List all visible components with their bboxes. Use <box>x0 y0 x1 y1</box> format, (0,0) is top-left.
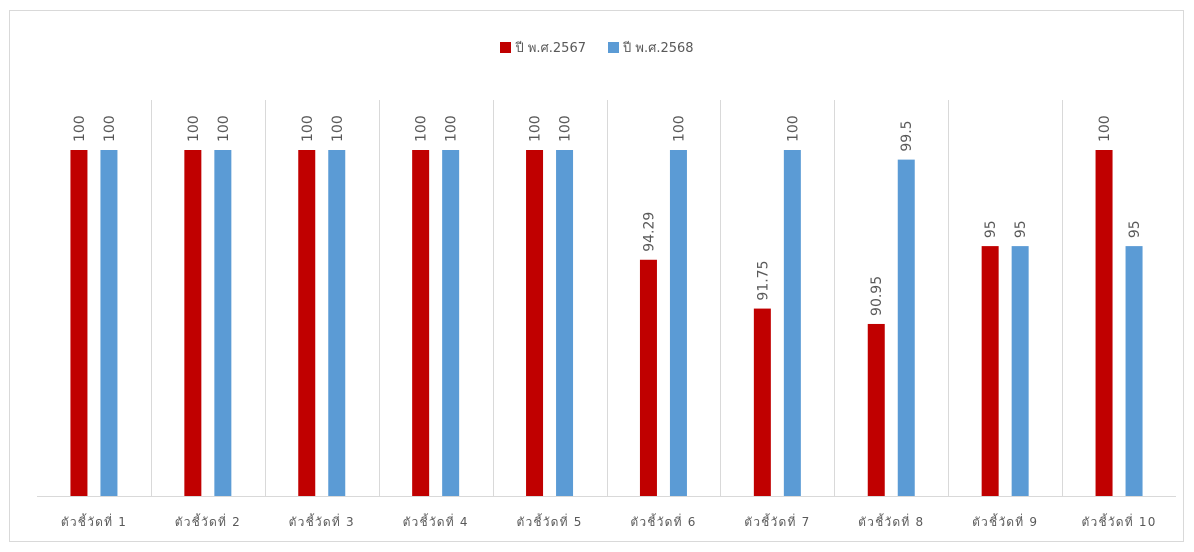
data-label: 100 <box>444 115 460 142</box>
bar-2568 <box>442 150 460 496</box>
bar-2568 <box>669 150 687 496</box>
legend-swatch-2568 <box>608 42 619 53</box>
bar-2567 <box>412 150 430 496</box>
data-label: 100 <box>300 115 316 142</box>
data-label: 100 <box>785 115 801 142</box>
bar-2567 <box>298 150 316 496</box>
data-label: 100 <box>186 115 202 142</box>
category-label: ตัวชี้วัดที่ 6 <box>630 513 696 529</box>
bar-2567 <box>184 150 202 496</box>
bar-2568 <box>1011 246 1029 496</box>
data-label: 95 <box>1127 220 1143 238</box>
bar-2567 <box>753 308 771 496</box>
legend: ปี พ.ศ.2567 ปี พ.ศ.2568 <box>0 37 1194 58</box>
category-label: ตัวชี้วัดที่ 9 <box>972 513 1038 529</box>
legend-item-2567: ปี พ.ศ.2567 <box>500 37 586 58</box>
data-label: 100 <box>671 115 687 142</box>
data-label: 100 <box>72 115 88 142</box>
data-label: 100 <box>102 115 118 142</box>
data-label: 99.5 <box>899 120 915 151</box>
data-label: 91.75 <box>755 260 771 300</box>
bar-2567 <box>981 246 999 496</box>
bar-2568 <box>214 150 232 496</box>
legend-label-2568: ปี พ.ศ.2568 <box>623 41 694 56</box>
data-label: 100 <box>330 115 346 142</box>
data-label: 100 <box>216 115 232 142</box>
bar-2567 <box>70 150 88 496</box>
data-label: 100 <box>558 115 574 142</box>
data-label: 100 <box>414 115 430 142</box>
data-label: 95 <box>1013 220 1029 238</box>
bar-2568 <box>100 150 118 496</box>
bar-2567 <box>526 150 544 496</box>
category-label: ตัวชี้วัดที่ 10 <box>1082 513 1157 529</box>
category-label: ตัวชี้วัดที่ 3 <box>289 513 355 529</box>
category-label: ตัวชี้วัดที่ 5 <box>516 513 582 529</box>
category-label: ตัวชี้วัดที่ 2 <box>175 513 241 529</box>
category-label: ตัวชี้วัดที่ 4 <box>403 513 469 529</box>
bar-2567 <box>639 259 657 496</box>
data-label: 94.29 <box>641 212 657 252</box>
bar-2568 <box>328 150 346 496</box>
data-label: 90.95 <box>869 276 885 316</box>
legend-swatch-2567 <box>500 42 512 53</box>
bar-2568 <box>897 159 915 496</box>
category-label: ตัวชี้วัดที่ 7 <box>744 513 810 529</box>
bar-2567 <box>867 323 885 496</box>
bar-2568 <box>556 150 574 496</box>
category-label: ตัวชี้วัดที่ 8 <box>858 513 924 529</box>
bar-2568 <box>1125 246 1143 496</box>
legend-label-2567: ปี พ.ศ.2567 <box>515 41 586 56</box>
bar-2568 <box>783 150 801 496</box>
category-label: ตัวชี้วัดที่ 1 <box>61 513 127 529</box>
data-label: 100 <box>528 115 544 142</box>
legend-item-2568: ปี พ.ศ.2568 <box>608 37 694 58</box>
data-label: 95 <box>983 220 999 238</box>
bar-2567 <box>1095 150 1113 496</box>
data-label: 100 <box>1097 115 1113 142</box>
